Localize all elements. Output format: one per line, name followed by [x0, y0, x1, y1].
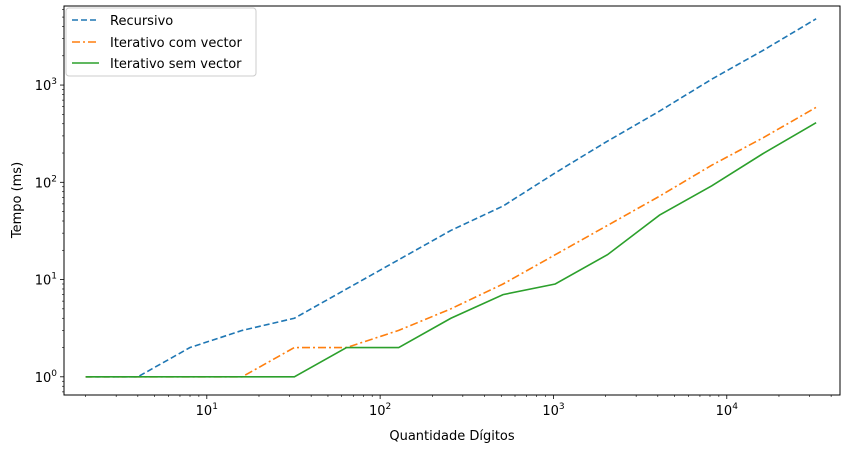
x-tick-label: 102	[369, 402, 391, 419]
x-tick-label: 103	[542, 402, 564, 419]
y-tick-label: 100	[35, 369, 58, 386]
y-tick-label: 102	[35, 174, 57, 191]
y-axis-label: Tempo (ms)	[10, 162, 25, 239]
plot-frame	[63, 5, 841, 396]
legend-label-recursivo: Recursivo	[110, 14, 173, 29]
legend: Recursivo Iterativo com vector Iterativo…	[65, 7, 257, 77]
series-line-iterativo-sem-vector	[85, 122, 817, 378]
legend-label-iterativo-com-vector: Iterativo com vector	[110, 36, 243, 51]
x-tick-label: 104	[716, 402, 739, 419]
x-axis-label: Quantidade Dígitos	[389, 429, 515, 444]
legend-label-iterativo-sem-vector: Iterativo sem vector	[110, 57, 242, 72]
series-layer	[85, 18, 817, 378]
series-line-iterativo-com-vector	[85, 106, 817, 378]
x-tick-label: 101	[196, 402, 218, 419]
legend-box	[65, 7, 257, 77]
y-tick-label: 103	[35, 77, 57, 94]
y-tick-label: 101	[35, 272, 57, 289]
series-line-recursivo	[85, 18, 817, 378]
